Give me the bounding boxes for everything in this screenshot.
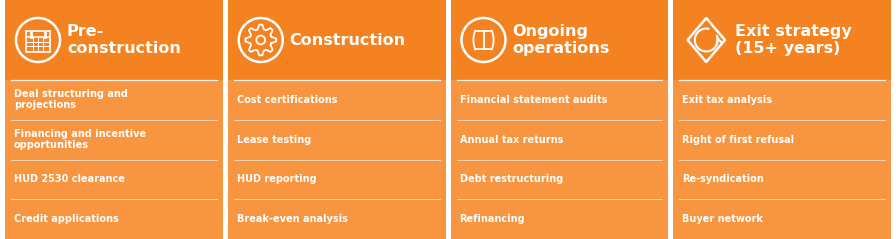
Bar (5, 0, 223, 239)
Text: Ongoing
operations: Ongoing operations (513, 24, 610, 56)
Bar (451, 0, 668, 80)
Text: Annual tax returns: Annual tax returns (460, 135, 563, 145)
Text: Cost certifications: Cost certifications (237, 95, 337, 105)
Text: Break-even analysis: Break-even analysis (237, 214, 348, 224)
Text: Pre-
construction: Pre- construction (67, 24, 181, 56)
Text: Deal structuring and
projections: Deal structuring and projections (14, 89, 128, 110)
Text: Debt restructuring: Debt restructuring (460, 174, 563, 184)
Text: Refinancing: Refinancing (460, 214, 525, 224)
Text: Construction: Construction (289, 33, 406, 48)
Text: Credit applications: Credit applications (14, 214, 119, 224)
Bar (26, 31, 50, 52)
Text: Re-syndication: Re-syndication (682, 174, 764, 184)
Text: Right of first refusal: Right of first refusal (682, 135, 795, 145)
Text: Financing and incentive
opportunities: Financing and incentive opportunities (14, 129, 146, 150)
Text: Buyer network: Buyer network (682, 214, 763, 224)
Bar (673, 0, 891, 239)
Text: Financial statement audits: Financial statement audits (460, 95, 607, 105)
Text: HUD reporting: HUD reporting (237, 174, 316, 184)
Text: HUD 2530 clearance: HUD 2530 clearance (14, 174, 125, 184)
Text: Exit strategy
(15+ years): Exit strategy (15+ years) (736, 24, 852, 56)
Bar (673, 0, 891, 80)
Text: Lease testing: Lease testing (237, 135, 311, 145)
Text: Exit tax analysis: Exit tax analysis (682, 95, 772, 105)
Bar (228, 0, 445, 239)
Bar (5, 0, 223, 80)
Bar (451, 0, 668, 239)
Bar (228, 0, 445, 80)
